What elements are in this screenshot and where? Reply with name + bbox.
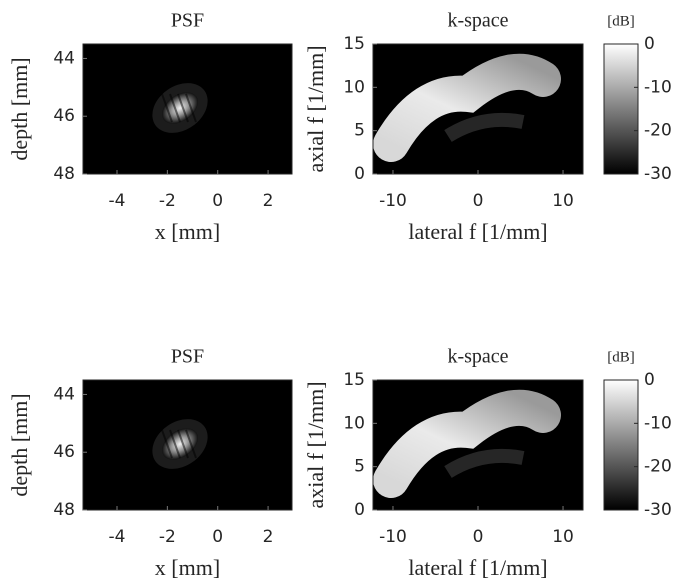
x-label: x [mm] (155, 219, 220, 244)
colorbar-label: [dB] (607, 13, 635, 29)
y-tick-label: 5 (354, 121, 365, 141)
image (152, 419, 208, 469)
y-tick-label: 15 (343, 34, 365, 54)
psf-fringe (161, 429, 173, 459)
kspace-shadow (444, 448, 525, 479)
psf-fringe (177, 429, 189, 459)
y-tick-label: 5 (354, 457, 365, 477)
y-tick-label: 10 (343, 77, 365, 97)
psf-fringe (177, 93, 189, 123)
image (373, 389, 561, 498)
psf-fringe (169, 93, 181, 123)
y-tick-label: 44 (53, 384, 75, 404)
axes-box (82, 43, 293, 175)
y-label: axial f [1/mm] (303, 45, 328, 172)
title: k-space (447, 346, 508, 368)
colorbar (603, 43, 639, 175)
axes-box (82, 379, 293, 511)
x-tick-label: -4 (109, 191, 126, 211)
x-tick-label: -2 (159, 527, 176, 547)
y-tick-label: 46 (53, 106, 75, 126)
colorbar-tick-label: 0 (644, 370, 655, 390)
y-tick-label: 15 (343, 370, 365, 390)
title: PSF (171, 346, 204, 368)
y-tick-label: 46 (53, 442, 75, 462)
x-tick-label: 10 (552, 191, 574, 211)
x-tick-label: 0 (473, 191, 484, 211)
y-label: depth [mm] (7, 57, 32, 160)
x-tick-label: 0 (212, 191, 223, 211)
x-label: lateral f [1/mm] (408, 219, 547, 244)
x-tick-label: -4 (109, 527, 126, 547)
psf-fringe (185, 93, 197, 123)
x-tick-label: -2 (159, 191, 176, 211)
psf-fringe (185, 429, 197, 459)
x-tick-label: 0 (473, 527, 484, 547)
x-tick-label: 2 (263, 527, 274, 547)
colorbar-tick-label: -10 (644, 77, 672, 97)
image (373, 53, 561, 162)
kspace-band (373, 389, 561, 498)
y-tick-label: 10 (343, 413, 365, 433)
psf-fringe (169, 429, 181, 459)
y-tick-label: 0 (354, 164, 365, 184)
y-label: depth [mm] (7, 393, 32, 496)
colorbar-tick-label: -10 (644, 413, 672, 433)
kspace-shadow (444, 112, 525, 143)
colorbar-tick-label: -30 (644, 164, 672, 184)
x-tick-label: 10 (552, 527, 574, 547)
x-tick-label: -10 (379, 527, 407, 547)
y-tick-label: 44 (53, 48, 75, 68)
colorbar-tick-label: -20 (644, 121, 672, 141)
y-label: axial f [1/mm] (303, 381, 328, 508)
y-tick-label: 48 (53, 500, 75, 520)
colorbar-tick-label: -30 (644, 500, 672, 520)
x-tick-label: 0 (212, 527, 223, 547)
colorbar-tick-label: 0 (644, 34, 655, 54)
x-label: lateral f [1/mm] (408, 555, 547, 580)
image (152, 83, 208, 133)
y-tick-label: 0 (354, 500, 365, 520)
colorbar-tick-label: -20 (644, 457, 672, 477)
x-label: x [mm] (155, 555, 220, 580)
title: PSF (171, 10, 204, 32)
colorbar-label: [dB] (607, 349, 635, 365)
title: k-space (447, 10, 508, 32)
x-tick-label: -10 (379, 191, 407, 211)
y-tick-label: 48 (53, 164, 75, 184)
x-tick-label: 2 (263, 191, 274, 211)
colorbar (603, 379, 639, 511)
psf-fringe (161, 93, 173, 123)
kspace-band (373, 53, 561, 162)
